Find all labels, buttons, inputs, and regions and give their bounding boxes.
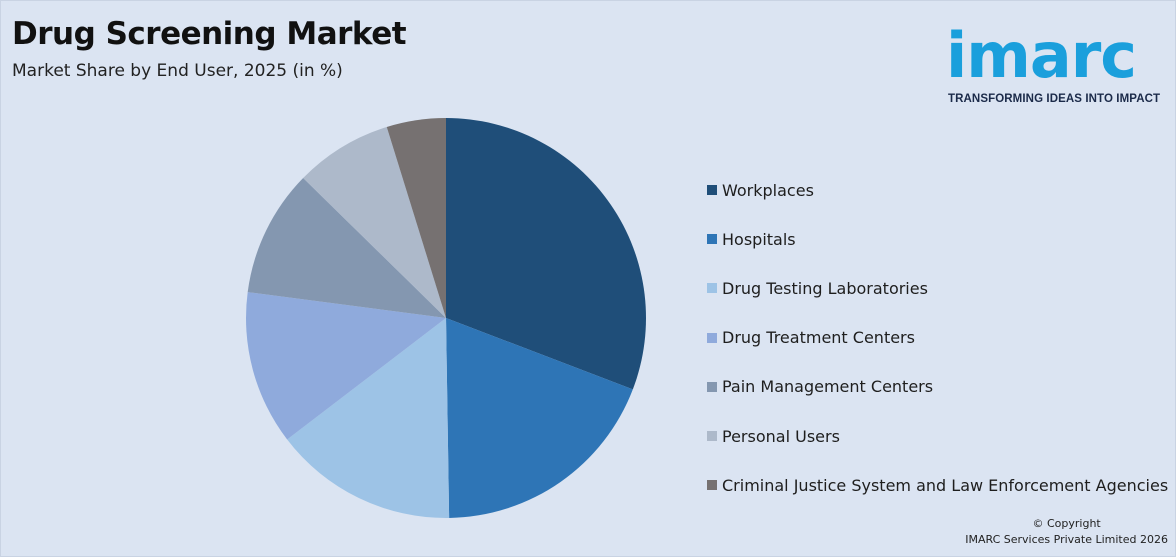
chart-title: Drug Screening Market: [12, 16, 407, 52]
pie-slice-pain-management-centers: [247, 178, 446, 318]
pie-slice-criminal-justice-system-and-law-enforcement-agencies: [386, 118, 446, 318]
pie-slice-personal-users: [303, 126, 446, 318]
legend-item: Drug Treatment Centers: [707, 326, 915, 350]
legend-swatch: [707, 480, 717, 491]
legend-swatch: [707, 283, 717, 294]
legend-swatch: [707, 234, 717, 245]
pie-slice-workplaces: [446, 118, 646, 390]
logo-tagline: TRANSFORMING IDEAS INTO IMPACT: [948, 93, 1161, 105]
legend-swatch: [707, 332, 717, 343]
imarc-logo: imarc TRANSFORMING IDEAS INTO IMPACT: [946, 12, 1172, 108]
legend-item: Hospitals: [707, 227, 796, 251]
legend-label: Personal Users: [722, 426, 840, 446]
legend-swatch: [707, 381, 717, 392]
copyright-notice: © Copyright IMARC Services Private Limit…: [965, 516, 1168, 548]
legend-item: Pain Management Centers: [707, 375, 933, 399]
legend-item: Drug Testing Laboratories: [707, 276, 928, 300]
legend-item: Criminal Justice System and Law Enforcem…: [707, 473, 1168, 497]
legend-swatch: [707, 431, 717, 441]
copyright-line-1: © Copyright: [1032, 517, 1101, 530]
pie-slice-drug-testing-laboratories: [287, 318, 450, 519]
legend-item: Workplaces: [707, 178, 814, 202]
legend-swatch: [707, 185, 717, 195]
legend-label: Workplaces: [722, 180, 814, 200]
legend-label: Criminal Justice System and Law Enforcem…: [722, 475, 1169, 495]
legend-label: Hospitals: [722, 229, 796, 249]
legend-item: Personal Users: [707, 424, 840, 448]
pie-slice-drug-treatment-centers: [246, 292, 446, 440]
legend-label: Drug Testing Laboratories: [722, 278, 928, 298]
pie-slice-hospitals: [446, 318, 633, 518]
copyright-line-2: IMARC Services Private Limited 2026: [965, 533, 1168, 546]
logo-wordmark: imarc: [946, 19, 1137, 92]
legend-label: Drug Treatment Centers: [722, 328, 915, 348]
chart-subtitle: Market Share by End User, 2025 (in %): [12, 61, 343, 81]
legend-label: Pain Management Centers: [722, 377, 934, 397]
